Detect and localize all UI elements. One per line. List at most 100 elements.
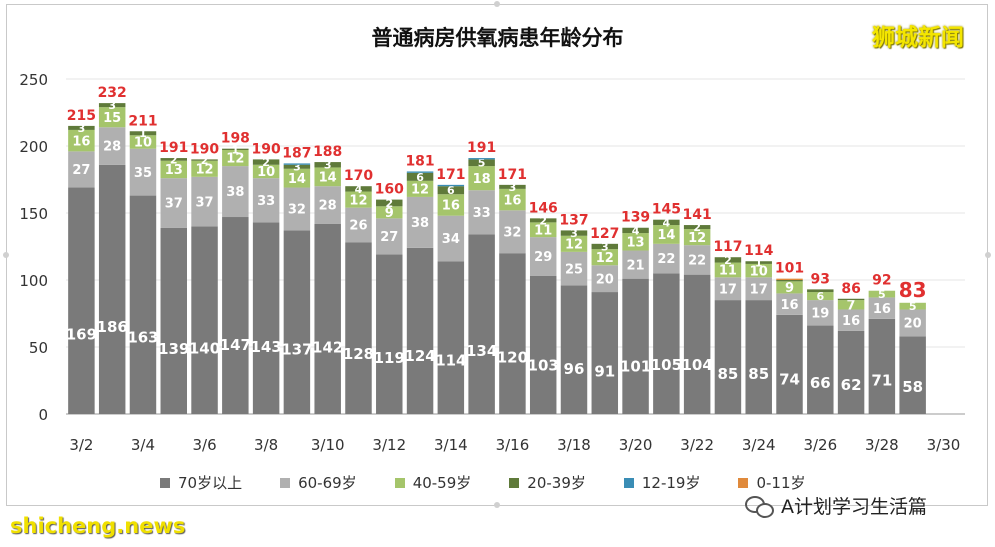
segment-label: 2 <box>693 221 701 234</box>
y-tick-label: 0 <box>38 406 48 424</box>
segment-label: 5 <box>478 157 486 170</box>
bar-segment <box>653 225 680 244</box>
segment-label: 101 <box>620 358 651 376</box>
segment-label: 6 <box>447 184 455 197</box>
segment-label: 3 <box>324 159 332 172</box>
bar-segment <box>406 180 434 197</box>
segment-label: 10 <box>257 165 275 180</box>
segment-label: 3 <box>293 161 301 174</box>
bar-segment <box>98 103 126 108</box>
chart-legend: 70岁以上 60-69岁 40-59岁 20-39岁 12-19岁 0-11岁 <box>160 472 806 493</box>
bar-segment <box>499 184 526 189</box>
bar-segment <box>745 300 772 414</box>
segment-label: 186 <box>97 318 128 336</box>
bar-segment <box>406 196 434 248</box>
segment-label: 2 <box>724 254 732 267</box>
bar-segment <box>406 171 434 173</box>
bar-segment <box>191 226 218 414</box>
bar-segment <box>560 235 588 252</box>
total-label: 146 <box>529 200 558 216</box>
bar-segment <box>499 188 526 211</box>
segment-label: 28 <box>319 199 337 214</box>
bar-segment <box>807 289 834 293</box>
bar-segment <box>468 159 495 167</box>
segment-label: 12 <box>565 238 583 253</box>
total-label: 160 <box>375 182 404 198</box>
bar-segment <box>622 278 649 414</box>
bar-segment <box>529 222 557 238</box>
total-label: 190 <box>190 141 219 157</box>
resize-handle-left[interactable] <box>3 252 9 258</box>
bar-segment <box>222 150 249 167</box>
segment-label: 11 <box>534 223 552 238</box>
total-label: 170 <box>344 168 373 184</box>
total-label: 187 <box>282 145 311 161</box>
legend-swatch <box>623 477 634 488</box>
bar-segment <box>345 186 372 192</box>
segment-label: 6 <box>816 290 824 303</box>
resize-handle-bottom[interactable] <box>494 502 500 508</box>
bar-segment <box>437 184 465 187</box>
segment-label: 10 <box>750 264 768 279</box>
segment-label: 3 <box>601 240 609 253</box>
bar-segment <box>406 172 434 181</box>
bar-segment <box>529 275 557 414</box>
segment-label: 12 <box>349 193 367 208</box>
bar-segment <box>68 129 95 152</box>
bar-segment <box>776 314 803 414</box>
legend-swatch <box>160 477 170 488</box>
segment-label: 33 <box>257 194 275 209</box>
bar-segment <box>868 290 896 298</box>
legend-swatch <box>394 477 405 488</box>
resize-handle-top[interactable] <box>494 1 500 7</box>
x-tick-label: 3/16 <box>496 436 530 454</box>
legend-item: 12-19岁 <box>623 472 700 493</box>
bar-segment <box>714 277 742 301</box>
segment-label: 14 <box>288 172 306 187</box>
bar-segment <box>437 186 465 195</box>
bar-segment <box>468 190 495 235</box>
segment-label: 104 <box>681 356 712 374</box>
segment-label: 20 <box>596 272 614 287</box>
bar-segment <box>222 217 249 414</box>
segment-label: 14 <box>657 228 675 243</box>
bar-segment <box>899 336 926 414</box>
bar-segment <box>714 300 742 414</box>
segment-label: 37 <box>165 197 183 212</box>
segment-label: 32 <box>288 203 306 218</box>
segment-label: 34 <box>442 232 460 247</box>
bar-segment <box>283 230 311 414</box>
bar-segment <box>283 163 311 165</box>
y-tick-label: 100 <box>19 272 48 290</box>
bar-segment <box>468 158 495 160</box>
legend-item: 40-59岁 <box>394 472 471 493</box>
segment-label: 38 <box>226 185 244 200</box>
x-tick-label: 3/8 <box>254 436 278 454</box>
bar-segment <box>283 187 311 231</box>
bar-segment <box>222 148 249 151</box>
bar-segment <box>314 167 341 187</box>
segment-label: 169 <box>66 326 97 344</box>
bar-segment <box>776 278 803 280</box>
segment-label: 16 <box>503 193 521 208</box>
bar-segment <box>98 164 126 414</box>
y-tick-label: 200 <box>19 138 48 156</box>
bar-segment <box>622 233 649 251</box>
bar-segment <box>468 234 495 414</box>
bar-segment <box>591 265 619 293</box>
segment-label: 2 <box>170 153 178 166</box>
bar-segment <box>499 253 526 414</box>
segment-label: 28 <box>103 140 121 155</box>
bar-segment <box>683 274 711 414</box>
x-tick-label: 3/20 <box>619 436 653 454</box>
bar-segment <box>745 277 772 301</box>
resize-handle-right[interactable] <box>985 252 991 258</box>
segment-label: 22 <box>688 254 706 269</box>
bar-segment <box>499 210 526 254</box>
segment-label: 3 <box>108 99 116 112</box>
segment-label: 17 <box>750 282 768 297</box>
bar-segment <box>191 176 218 227</box>
x-tick-label: 3/14 <box>434 436 468 454</box>
segment-label: 114 <box>435 352 466 370</box>
